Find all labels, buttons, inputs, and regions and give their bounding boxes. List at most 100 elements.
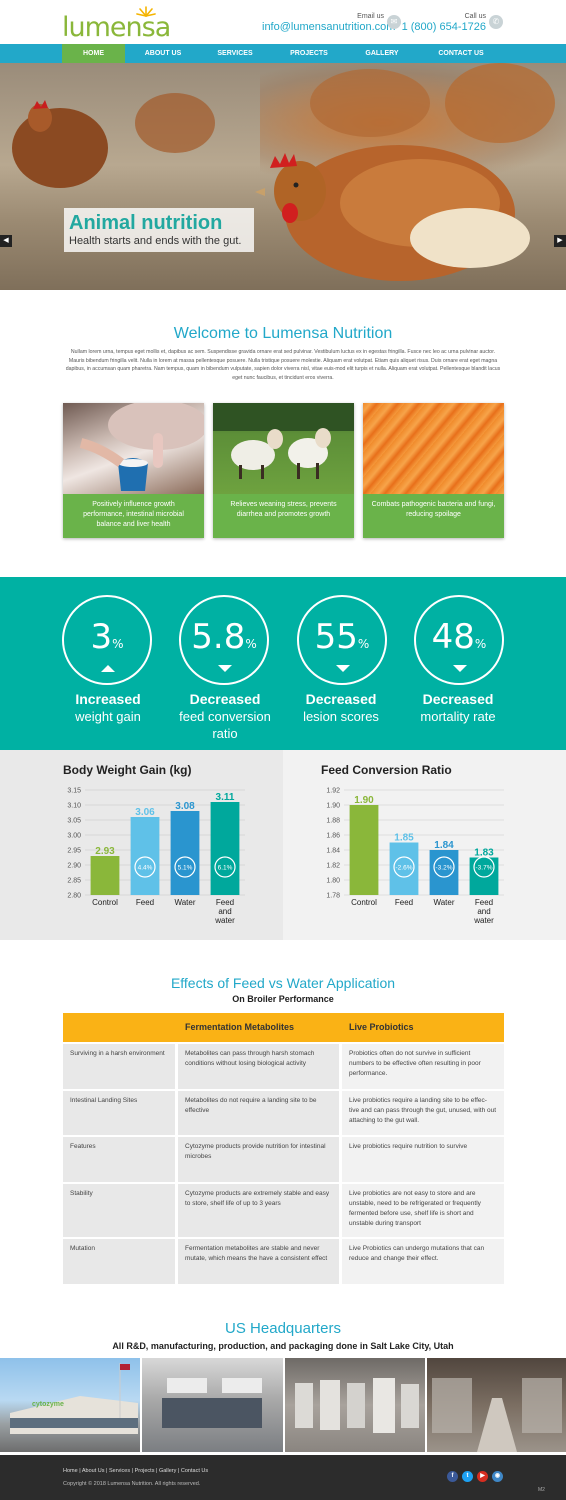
- youtube-icon[interactable]: ▶: [477, 1471, 488, 1482]
- x-tick-label: Water: [433, 898, 454, 907]
- y-tick-label: 2.85: [67, 878, 81, 885]
- nav-projects[interactable]: PROJECTS: [290, 50, 328, 57]
- badge-label: 6.1%: [218, 865, 233, 872]
- sun-rays-icon: [136, 6, 156, 17]
- email-icon: ✉: [387, 15, 401, 29]
- stat-circle-mortality: 48%: [414, 595, 504, 685]
- hero-subtitle: Health starts and ends with the gut.: [69, 235, 242, 247]
- logo-text: lumensa: [62, 12, 171, 43]
- footer-link-services[interactable]: Services: [109, 1468, 131, 1474]
- stat-value: 48%: [431, 617, 487, 657]
- logo[interactable]: lumensa: [62, 12, 171, 43]
- badge-circle: [174, 856, 196, 878]
- stat-label-lesion-scores: Decreased lesion scores: [303, 691, 379, 724]
- effects-subtitle: On Broiler Performance: [232, 994, 334, 1004]
- y-tick-label: 3.10: [67, 803, 81, 810]
- table-row: Features Cytozyme products provide nutri…: [63, 1137, 504, 1182]
- footer-link-contact[interactable]: Contact Us: [180, 1468, 209, 1474]
- footer-link-projects[interactable]: Projects: [134, 1468, 155, 1474]
- bar: [130, 817, 160, 895]
- email-label: Email us: [357, 13, 384, 20]
- y-tick-label: 2.80: [67, 893, 81, 900]
- y-tick-label: 1.90: [326, 803, 340, 810]
- phone-icon: ✆: [489, 15, 503, 29]
- data-label: 2.93: [95, 846, 115, 857]
- col-header-metabolites: Fermentation Metabolites: [185, 1013, 335, 1042]
- x-tick-label: Feed: [475, 898, 493, 907]
- nav-gallery[interactable]: GALLERY: [365, 50, 399, 57]
- card-sheep[interactable]: Relieves weaning stress, prevents diarrh…: [213, 403, 354, 538]
- hero-title: Animal nutrition: [69, 212, 223, 234]
- hq-photo-strip: cytozyme: [0, 1358, 566, 1452]
- bar: [469, 857, 499, 895]
- y-tick-label: 3.05: [67, 818, 81, 825]
- x-tick-label: water: [473, 916, 494, 925]
- hq-subtitle: All R&D, manufacturing, production, and …: [112, 1341, 454, 1351]
- badge-circle: [214, 856, 236, 878]
- slider-prev-button[interactable]: ◀: [0, 235, 12, 247]
- stat-circle-feed-conversion: 5.8%: [179, 595, 269, 685]
- hq-photo-tanks: [285, 1358, 425, 1452]
- y-tick-label: 3.15: [67, 788, 81, 795]
- y-tick-label: 1.92: [326, 788, 340, 795]
- arrow-up-icon: [101, 665, 115, 672]
- email-link[interactable]: info@lumensanutrition.com: [262, 21, 396, 33]
- instagram-icon[interactable]: ◉: [492, 1471, 503, 1482]
- data-label: 1.84: [434, 840, 454, 851]
- effects-title: Effects of Feed vs Water Application: [170, 975, 396, 991]
- bar: [90, 856, 120, 895]
- x-tick-label: Control: [92, 898, 118, 907]
- phone-contact: Call us 1 (800) 654-1726: [400, 13, 486, 33]
- badge-label: 5.1%: [178, 865, 193, 872]
- card-caption: Positively influence growth performance,…: [63, 494, 204, 538]
- y-tick-label: 1.84: [326, 848, 340, 855]
- welcome-title: Welcome to Lumensa Nutrition: [173, 325, 393, 342]
- facebook-icon[interactable]: f: [447, 1471, 458, 1482]
- phone-link[interactable]: 1 (800) 654-1726: [401, 21, 486, 33]
- footer-link-gallery[interactable]: Gallery: [158, 1468, 177, 1474]
- badge-circle: [134, 856, 156, 878]
- chart-title: Body Weight Gain (kg): [63, 763, 192, 777]
- nav-services[interactable]: SERVICES: [217, 50, 253, 57]
- bar: [210, 802, 240, 895]
- hero-caption: Animal nutrition Health starts and ends …: [64, 208, 254, 252]
- stat-value: 55%: [314, 617, 370, 657]
- footer-badge: M2: [538, 1487, 545, 1493]
- hq-photo-lab: [142, 1358, 283, 1452]
- badge-label: -3.7%: [476, 865, 493, 872]
- chart-title: Feed Conversion Ratio: [321, 763, 452, 777]
- data-label: 1.90: [354, 795, 374, 806]
- y-tick-label: 1.78: [326, 893, 340, 900]
- y-tick-label: 3.00: [67, 833, 81, 840]
- nav-contact-us[interactable]: CONTACT US: [438, 50, 484, 57]
- welcome-body: Nullam lorem urna, tempus eget mollis et…: [65, 349, 501, 381]
- x-tick-label: and: [218, 907, 231, 916]
- table-row: Surviving in a harsh environment Metabol…: [63, 1044, 504, 1089]
- hq-photo-building: cytozyme: [0, 1358, 140, 1452]
- data-label: 3.08: [175, 801, 195, 812]
- col-header-probiotics: Live Probiotics: [349, 1013, 499, 1042]
- footer-link-about[interactable]: About Us: [81, 1468, 105, 1474]
- slider-next-button[interactable]: ▶: [554, 235, 566, 247]
- card-cow[interactable]: Positively influence growth performance,…: [63, 403, 204, 538]
- y-tick-label: 1.86: [326, 833, 340, 840]
- email-contact: Email us info@lumensanutrition.com: [262, 13, 396, 33]
- card-image-feathers: [363, 403, 504, 494]
- x-tick-label: Feed: [136, 898, 154, 907]
- card-feathers[interactable]: Combats pathogenic bacteria and fungi, r…: [363, 403, 504, 538]
- nav-home[interactable]: HOME: [62, 44, 125, 63]
- footer-link-home[interactable]: Home: [63, 1468, 78, 1474]
- y-tick-label: 1.80: [326, 878, 340, 885]
- arrow-down-icon: [336, 665, 350, 672]
- nav-about-us[interactable]: ABOUT US: [144, 50, 182, 57]
- badge-label: -2.6%: [396, 865, 413, 872]
- chart-panel-feed-conversion: [283, 750, 566, 940]
- bar: [170, 811, 200, 895]
- twitter-icon[interactable]: t: [462, 1471, 473, 1482]
- arrow-down-icon: [453, 665, 467, 672]
- copyright: Copyright © 2018 Lumensa Nutrition. All …: [63, 1481, 201, 1487]
- stat-circle-weight-gain: 3%: [62, 595, 152, 685]
- bar: [349, 805, 379, 895]
- main-nav: HOME ABOUT US SERVICES PROJECTS GALLERY …: [0, 44, 566, 63]
